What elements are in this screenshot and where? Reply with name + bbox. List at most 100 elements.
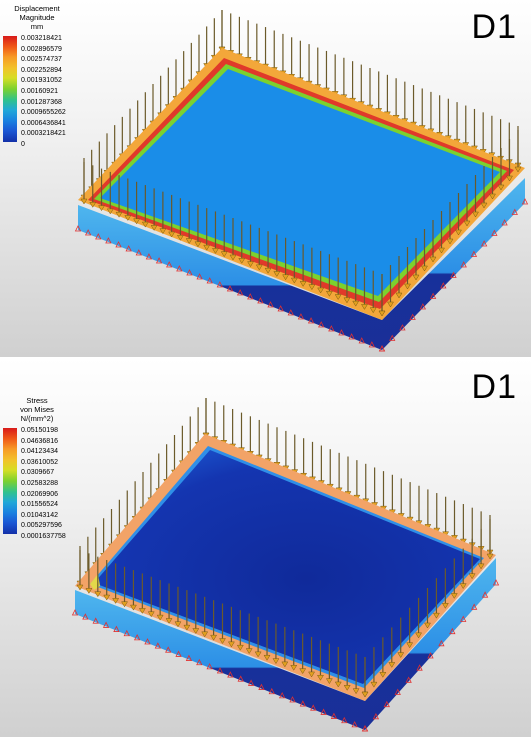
load-arrow bbox=[325, 643, 333, 685]
legend-value: 0.05150198 bbox=[21, 427, 58, 434]
load-arrow bbox=[245, 613, 253, 655]
support-marker bbox=[175, 650, 182, 657]
support-marker bbox=[154, 642, 162, 649]
load-arrow bbox=[291, 434, 299, 476]
load-arrow bbox=[410, 85, 417, 128]
legend-value: 0.0001637758 bbox=[21, 532, 66, 540]
load-arrow bbox=[444, 98, 452, 142]
support-marker bbox=[310, 704, 317, 711]
load-arrow bbox=[406, 607, 414, 649]
stress-result-panel: D1 Stress von Mises N/(mm^2) 0.05150198 0… bbox=[0, 358, 531, 737]
load-arrow bbox=[344, 456, 352, 497]
load-arrow bbox=[115, 175, 123, 218]
load-arrow bbox=[468, 538, 476, 580]
support-marker bbox=[123, 629, 130, 637]
legend-value: 0.002574737 bbox=[21, 56, 62, 64]
load-arrow bbox=[309, 441, 316, 483]
load-arrow bbox=[352, 264, 360, 307]
support-marker bbox=[226, 285, 234, 292]
load-arrow bbox=[471, 108, 478, 152]
support-marker bbox=[409, 313, 416, 320]
load-arrow bbox=[270, 30, 278, 73]
support-marker bbox=[84, 229, 92, 236]
support-marker bbox=[135, 249, 142, 256]
support-marker bbox=[247, 293, 254, 300]
load-arrow bbox=[279, 33, 287, 77]
load-arrow bbox=[238, 412, 245, 454]
load-arrow bbox=[480, 166, 488, 209]
load-arrow bbox=[218, 10, 226, 53]
load-arrow bbox=[305, 44, 313, 87]
load-arrow bbox=[366, 68, 374, 111]
load-arrow bbox=[421, 229, 428, 272]
support-marker bbox=[95, 233, 102, 240]
support-marker bbox=[460, 261, 467, 268]
load-arrow bbox=[331, 54, 339, 97]
support-marker bbox=[440, 282, 447, 289]
load-arrow bbox=[150, 188, 158, 231]
legend-value: 0.02069906 bbox=[21, 490, 58, 498]
load-arrow bbox=[124, 178, 132, 221]
load-arrow bbox=[227, 13, 235, 56]
load-arrow bbox=[185, 201, 193, 245]
load-arrow bbox=[380, 471, 387, 512]
load-arrow bbox=[424, 588, 431, 629]
legend-swatch bbox=[3, 99, 17, 111]
load-arrow bbox=[361, 267, 368, 310]
support-marker bbox=[278, 691, 286, 699]
load-arrow bbox=[383, 74, 391, 118]
legend-swatch bbox=[3, 512, 17, 524]
load-arrow bbox=[334, 646, 342, 688]
legend-value: 0.04123434 bbox=[21, 448, 58, 456]
legend-swatch bbox=[3, 131, 17, 142]
load-arrow bbox=[263, 620, 271, 661]
support-marker bbox=[105, 237, 112, 244]
support-marker bbox=[419, 303, 427, 310]
support-marker bbox=[394, 688, 401, 695]
support-marker bbox=[491, 229, 498, 236]
load-arrow bbox=[404, 247, 411, 290]
load-arrow bbox=[246, 416, 254, 457]
support-marker bbox=[416, 664, 423, 671]
load-arrow bbox=[441, 568, 449, 609]
support-marker bbox=[113, 625, 120, 632]
load-arrow bbox=[229, 218, 237, 261]
load-arrow bbox=[106, 171, 114, 215]
load-arrow bbox=[397, 617, 405, 659]
load-arrow bbox=[379, 637, 387, 678]
support-marker bbox=[258, 683, 265, 690]
load-arrow bbox=[352, 653, 360, 695]
load-arrow bbox=[378, 274, 386, 317]
support-marker bbox=[267, 301, 274, 308]
load-arrow bbox=[455, 193, 462, 236]
load-arrow bbox=[85, 553, 93, 594]
load-arrow bbox=[235, 16, 243, 60]
support-marker bbox=[351, 720, 358, 728]
load-arrow bbox=[362, 463, 370, 505]
load-arrow bbox=[159, 191, 167, 235]
load-arrow bbox=[506, 139, 513, 182]
legend-swatch bbox=[3, 78, 17, 89]
support-marker bbox=[236, 289, 244, 296]
load-arrow bbox=[121, 566, 128, 608]
support-marker bbox=[307, 317, 315, 324]
load-arrow bbox=[479, 112, 487, 155]
load-arrow bbox=[427, 91, 435, 135]
load-arrow bbox=[369, 270, 377, 314]
legend-swatch bbox=[3, 470, 17, 481]
load-arrow bbox=[262, 27, 269, 70]
legend-value: 0 bbox=[21, 140, 25, 148]
support-marker bbox=[102, 621, 110, 628]
load-arrow bbox=[370, 647, 378, 688]
load-arrow bbox=[401, 81, 409, 125]
support-marker bbox=[470, 250, 478, 257]
load-arrow bbox=[340, 57, 348, 101]
load-arrow bbox=[323, 50, 330, 94]
legend-swatch bbox=[3, 46, 17, 58]
support-marker bbox=[155, 257, 163, 264]
legend-title: Displacement Magnitude mm bbox=[14, 4, 60, 31]
legend-value: 0.0009655262 bbox=[21, 109, 66, 117]
support-marker bbox=[71, 609, 79, 616]
load-arrow bbox=[296, 40, 304, 84]
stress-model-view bbox=[71, 398, 500, 732]
